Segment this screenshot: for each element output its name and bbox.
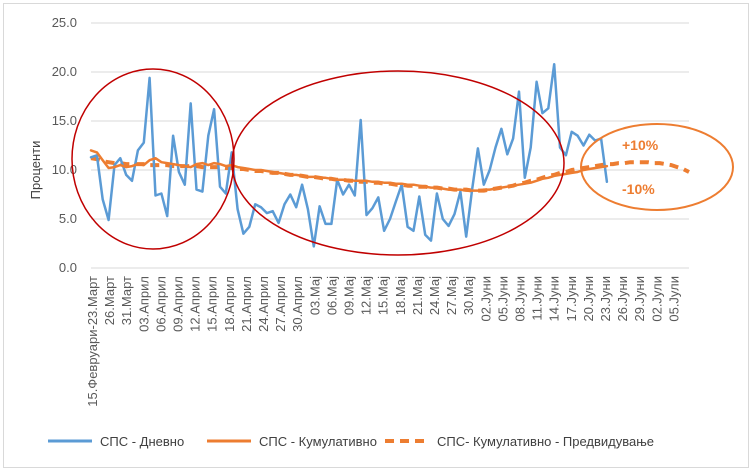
annotation-minus: -10% — [622, 181, 655, 197]
x-tick-label: 03.Мај — [307, 276, 322, 315]
highlight-ellipses — [71, 68, 734, 256]
legend-label: СПС- Кумулативно - Предвидување — [437, 434, 654, 449]
x-tick-label: 02.Јуни — [478, 276, 493, 322]
highlight-ellipse-forecast — [580, 123, 734, 211]
x-tick-label: 17.Јуни — [564, 276, 579, 322]
x-tick-label: 02.Јули — [649, 276, 664, 322]
x-tick-label: 29.Јуни — [632, 276, 647, 322]
x-tick-label: 24.Мај — [427, 276, 442, 315]
highlight-ellipse-early — [71, 68, 235, 250]
x-tick-label: 06.Април — [153, 276, 168, 332]
x-tick-label: 15.Април — [205, 276, 220, 332]
legend: СПС - Дневно СПС - Кумулативно СПС- Кумула… — [48, 434, 654, 449]
series-group — [89, 62, 690, 248]
x-tick-label: 09.Април — [171, 276, 186, 332]
y-tick-label: 20.0 — [52, 64, 77, 79]
x-tick-label: 21.Април — [239, 276, 254, 332]
x-tick-label: 26.Јуни — [615, 276, 630, 322]
x-tick-label: 15.Февруари-23.Март — [85, 276, 100, 407]
y-tick-label: 15.0 — [52, 113, 77, 128]
x-tick-label: 18.Април — [222, 276, 237, 332]
x-tick-label: 18.Мај — [393, 276, 408, 315]
y-tick-label: 0.0 — [59, 260, 77, 275]
x-tick-label: 06.Мај — [324, 276, 339, 315]
x-tick-label: 21.Мај — [410, 276, 425, 315]
legend-label: СПС - Дневно — [100, 434, 184, 449]
x-tick-label: 08.Јуни — [513, 276, 528, 322]
x-tick-label: 05.Јули — [666, 276, 681, 322]
x-tick-label: 09.Мај — [342, 276, 357, 315]
y-tick-label: 25.0 — [52, 15, 77, 30]
highlight-ellipse-middle — [231, 70, 565, 256]
x-tick-label: 23.Јуни — [598, 276, 613, 322]
y-tick-label: 10.0 — [52, 162, 77, 177]
annotation-plus: +10% — [622, 137, 659, 153]
x-tick-label: 12.Април — [188, 276, 203, 332]
x-tick-label: 31.Март — [119, 276, 134, 325]
y-tick-label: 5.0 — [59, 211, 77, 226]
legend-label: СПС - Кумулативно — [259, 434, 377, 449]
x-tick-label: 30.Мај — [461, 276, 476, 315]
x-tick-label: 26.Март — [102, 276, 117, 325]
x-tick-labels: 15.Февруари-23.Март 26.Март 31.Март 03.Апри… — [85, 276, 681, 407]
grid-lines — [91, 22, 689, 269]
x-tick-label: 27.Мај — [444, 276, 459, 315]
x-tick-label: 12.Мај — [359, 276, 374, 315]
y-tick-labels: 0.0 5.0 10.0 15.0 20.0 25.0 — [52, 15, 77, 275]
x-tick-label: 03.Април — [136, 276, 151, 332]
x-tick-label: 20.Јуни — [581, 276, 596, 322]
series-line-0 — [89, 62, 609, 248]
x-tick-label: 24.Април — [256, 276, 271, 332]
x-tick-label: 15.Мај — [376, 276, 391, 315]
chart-frame — [3, 3, 749, 468]
x-tick-label: 14.Јуни — [547, 276, 562, 322]
x-tick-label: 11.Јуни — [530, 276, 545, 321]
y-axis-label: Проценти — [28, 141, 43, 200]
series-line-1 — [89, 149, 609, 192]
x-tick-label: 30.Април — [290, 276, 305, 332]
x-tick-label: 27.Април — [273, 276, 288, 332]
x-tick-label: 05.Јуни — [495, 276, 510, 322]
